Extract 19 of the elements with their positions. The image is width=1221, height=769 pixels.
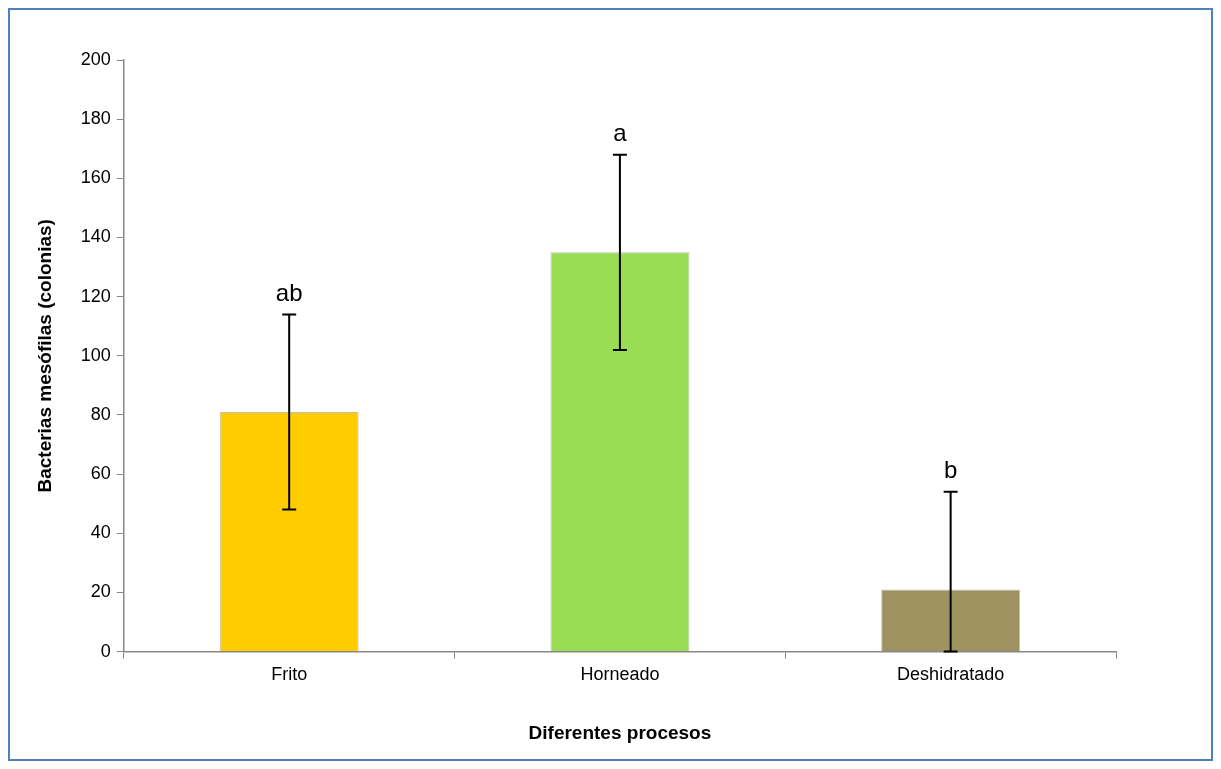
- y-tick-label: 100: [80, 344, 111, 365]
- y-tick-label: 120: [80, 285, 111, 306]
- y-tick-label: 0: [100, 640, 111, 661]
- y-tick-label: 180: [80, 108, 111, 129]
- x-tick-label: Horneado: [580, 664, 660, 685]
- y-tick-label: 140: [80, 226, 111, 247]
- annotation: b: [943, 456, 958, 484]
- x-tick-label: Deshidratado: [897, 664, 1005, 685]
- x-tick-label: Frito: [271, 664, 308, 685]
- y-tick-label: 80: [90, 403, 111, 424]
- y-tick-label: 160: [80, 167, 111, 188]
- y-tick-label: 20: [90, 581, 111, 602]
- x-axis-title: Diferentes procesos: [528, 721, 712, 743]
- y-tick-label: 60: [90, 463, 111, 484]
- y-tick-label: 200: [80, 48, 111, 69]
- annotation: a: [613, 119, 628, 147]
- annotation: ab: [275, 279, 303, 307]
- y-axis-title: Bacterias mesófilas (colonias): [33, 219, 55, 493]
- y-tick-label: 40: [90, 522, 111, 543]
